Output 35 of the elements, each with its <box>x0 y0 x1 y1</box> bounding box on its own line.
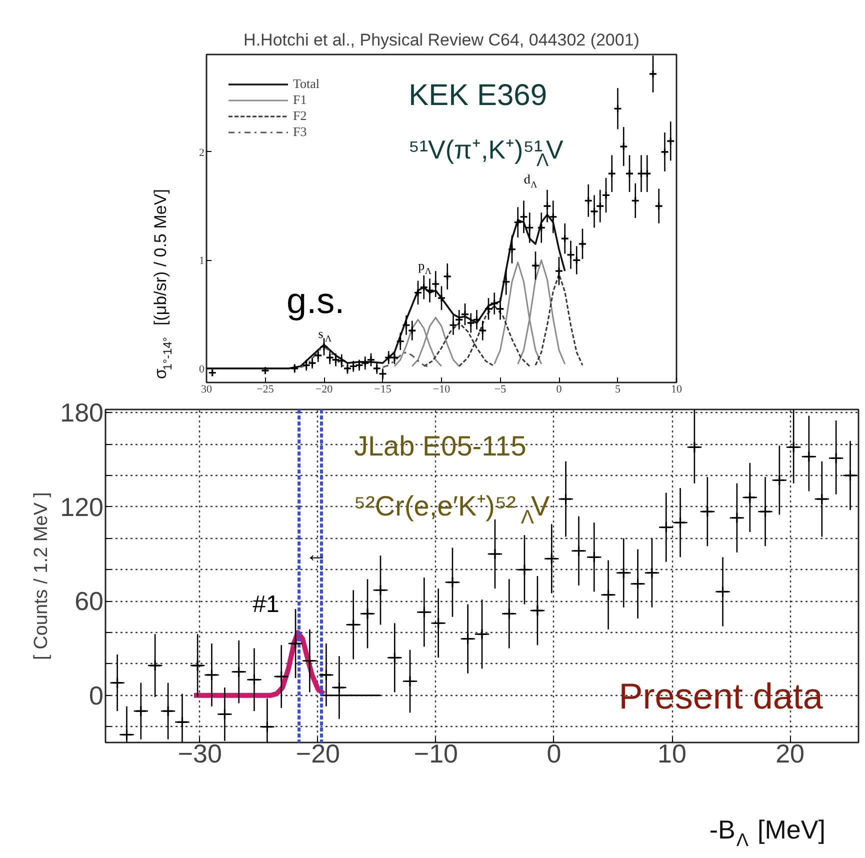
x-tick-label: −5 <box>494 384 507 396</box>
x-tick-label: −20 <box>296 738 340 768</box>
x-tick-label: −15 <box>374 384 392 396</box>
annotation: JLab E05-115 <box>354 430 526 462</box>
x-tick-label: −20 <box>315 384 334 396</box>
y-tick-label: 1 <box>199 255 204 268</box>
annotation: g.s. <box>286 280 345 321</box>
x-tick-label: 10 <box>671 384 682 396</box>
annotation: Present data <box>618 675 824 716</box>
x-tick-label: 10 <box>658 738 686 768</box>
x-tick-label: 0 <box>546 738 562 768</box>
legend-label: F1 <box>293 92 308 108</box>
legend-label: F3 <box>293 124 308 140</box>
y-tick-label: 180 <box>60 398 104 428</box>
x-tick-label: −30 <box>178 738 222 768</box>
chart-title: H.Hotchi et al., Physical Review C64, 044302 (2001) <box>244 30 640 50</box>
y-tick-label: 60 <box>74 586 104 616</box>
x-tick-label: −25 <box>256 384 274 396</box>
y-axis-title: [ Counts / 1.2 MeV ] <box>31 492 52 660</box>
legend-label: Total <box>293 76 320 92</box>
legend-label: F2 <box>293 108 308 124</box>
x-tick-label: 5 <box>615 384 621 396</box>
y-tick-label: 0 <box>89 680 104 710</box>
x-tick-label: −10 <box>432 384 451 396</box>
y-tick-label: 2 <box>199 146 204 159</box>
x-tick-label: 30 <box>201 384 212 396</box>
x-tick-label: 0 <box>556 384 562 396</box>
y-tick-label: 0 <box>199 363 205 376</box>
y-tick-label: 120 <box>60 492 104 522</box>
x-tick-label: −10 <box>414 738 458 768</box>
x-tick-label: 20 <box>776 738 805 768</box>
annotation: #1 <box>252 590 280 618</box>
y-axis-title: σ1°-14° [(μb/sr) / 0.5 MeV] <box>151 189 174 380</box>
annotation: KEK E369 <box>408 79 548 112</box>
annotation: ← <box>305 542 328 567</box>
